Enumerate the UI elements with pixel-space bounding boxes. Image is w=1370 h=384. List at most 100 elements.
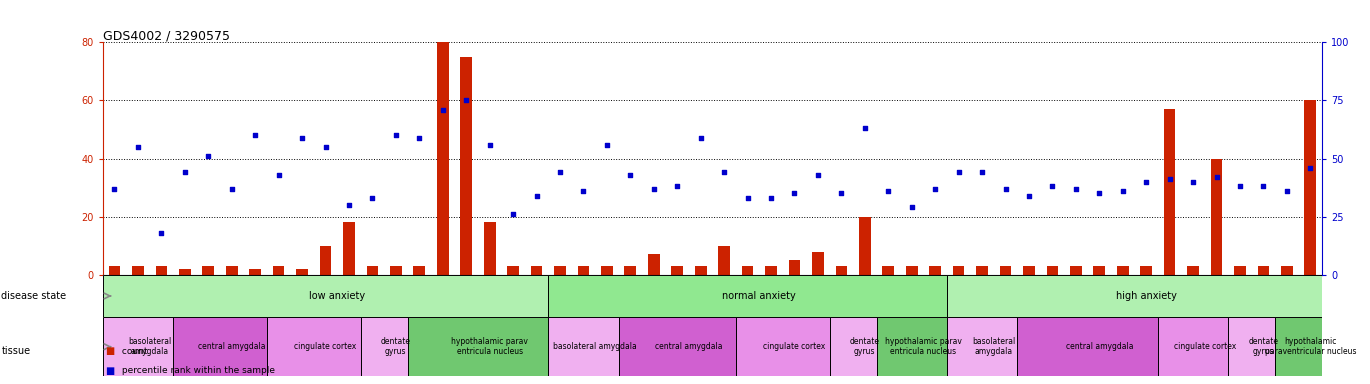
Point bbox=[362, 195, 384, 201]
Bar bbox=[718, 246, 730, 275]
Point bbox=[1229, 184, 1251, 190]
Bar bbox=[859, 217, 871, 275]
Bar bbox=[830, 317, 877, 376]
Text: cingulate cortex: cingulate cortex bbox=[763, 342, 826, 351]
Bar bbox=[648, 255, 659, 275]
Text: central amygdala: central amygdala bbox=[1066, 342, 1133, 351]
Bar bbox=[1070, 266, 1082, 275]
Point bbox=[877, 188, 899, 194]
Bar bbox=[1188, 266, 1199, 275]
Bar bbox=[226, 266, 237, 275]
Point bbox=[737, 195, 759, 201]
Point bbox=[478, 142, 500, 148]
Point bbox=[1018, 193, 1040, 199]
Point bbox=[760, 195, 782, 201]
Bar bbox=[319, 246, 332, 275]
Bar bbox=[1093, 266, 1106, 275]
Bar bbox=[108, 266, 121, 275]
Bar bbox=[414, 266, 425, 275]
Bar bbox=[484, 222, 496, 275]
Bar bbox=[947, 317, 1017, 376]
Text: dentate
gyrus: dentate gyrus bbox=[1248, 337, 1278, 356]
Bar bbox=[173, 317, 267, 376]
Bar bbox=[460, 57, 473, 275]
Bar bbox=[882, 266, 895, 275]
Point bbox=[666, 184, 688, 190]
Bar bbox=[249, 269, 262, 275]
Bar bbox=[619, 317, 736, 376]
Text: basolateral
amygdala: basolateral amygdala bbox=[973, 337, 1015, 356]
Bar bbox=[877, 317, 947, 376]
Bar bbox=[103, 275, 548, 317]
Point bbox=[1206, 174, 1228, 180]
Bar bbox=[789, 260, 800, 275]
Bar bbox=[203, 266, 214, 275]
Bar bbox=[812, 252, 823, 275]
Point bbox=[174, 169, 196, 175]
Point bbox=[784, 190, 806, 197]
Point bbox=[197, 153, 219, 159]
Text: hypothalamic parav
entricula nucleus: hypothalamic parav entricula nucleus bbox=[885, 337, 962, 356]
Bar bbox=[836, 266, 847, 275]
Point bbox=[267, 172, 289, 178]
Point bbox=[1088, 190, 1110, 197]
Point bbox=[408, 134, 430, 141]
Bar bbox=[367, 266, 378, 275]
Point bbox=[1041, 184, 1063, 190]
Point bbox=[854, 125, 875, 131]
Point bbox=[221, 186, 242, 192]
Point bbox=[619, 172, 641, 178]
Bar bbox=[1023, 266, 1034, 275]
Bar bbox=[548, 317, 619, 376]
Point bbox=[104, 186, 126, 192]
Bar bbox=[179, 269, 190, 275]
Point bbox=[503, 211, 525, 217]
Point bbox=[290, 134, 312, 141]
Text: dentate
gyrus: dentate gyrus bbox=[849, 337, 880, 356]
Bar bbox=[342, 222, 355, 275]
Text: central amygdala: central amygdala bbox=[197, 342, 266, 351]
Point bbox=[315, 144, 337, 150]
Point bbox=[1182, 179, 1204, 185]
Bar bbox=[390, 266, 401, 275]
Point bbox=[1252, 184, 1274, 190]
Text: central amygdala: central amygdala bbox=[655, 342, 723, 351]
Point bbox=[1159, 176, 1181, 182]
Point bbox=[643, 186, 664, 192]
Text: tissue: tissue bbox=[1, 346, 30, 356]
Text: hypothalamic parav
entricula nucleus: hypothalamic parav entricula nucleus bbox=[451, 337, 527, 356]
Point bbox=[948, 169, 970, 175]
Bar bbox=[1017, 317, 1158, 376]
Text: hypothalamic
paraventricular nucleus: hypothalamic paraventricular nucleus bbox=[1265, 337, 1356, 356]
Bar bbox=[103, 317, 173, 376]
Bar bbox=[977, 266, 988, 275]
Point bbox=[151, 230, 173, 236]
Bar bbox=[273, 266, 285, 275]
Bar bbox=[1275, 317, 1322, 376]
Point bbox=[455, 97, 477, 103]
Point bbox=[549, 169, 571, 175]
Point bbox=[689, 134, 711, 141]
Bar bbox=[952, 266, 964, 275]
Bar bbox=[408, 317, 548, 376]
Bar bbox=[695, 266, 707, 275]
Text: dentate
gyrus: dentate gyrus bbox=[381, 337, 411, 356]
Point bbox=[995, 186, 1017, 192]
Point bbox=[338, 202, 360, 208]
Point bbox=[432, 107, 453, 113]
Text: low anxiety: low anxiety bbox=[310, 291, 366, 301]
Bar bbox=[1000, 266, 1011, 275]
Point bbox=[925, 186, 947, 192]
Text: basolateral amygdala: basolateral amygdala bbox=[553, 342, 637, 351]
Bar bbox=[1047, 266, 1058, 275]
Text: cingulate cortex: cingulate cortex bbox=[1174, 342, 1236, 351]
Text: GDS4002 / 3290575: GDS4002 / 3290575 bbox=[103, 29, 230, 42]
Bar bbox=[360, 317, 407, 376]
Bar bbox=[1117, 266, 1129, 275]
Bar bbox=[1158, 317, 1229, 376]
Point bbox=[244, 132, 266, 138]
Bar bbox=[906, 266, 918, 275]
Bar bbox=[947, 275, 1322, 317]
Bar bbox=[929, 266, 941, 275]
Point bbox=[596, 142, 618, 148]
